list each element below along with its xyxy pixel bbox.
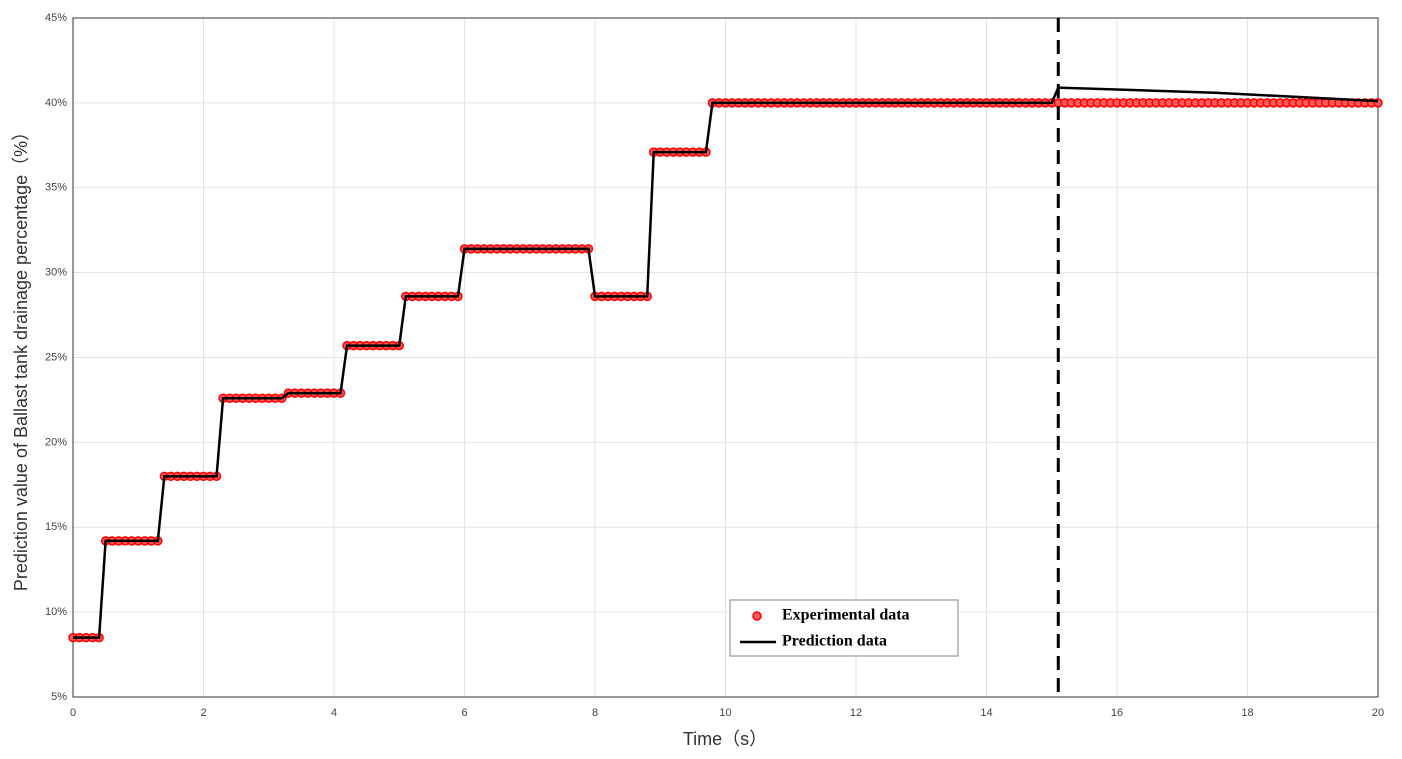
y-tick-label: 5% (51, 691, 67, 703)
legend-box (729, 599, 959, 657)
x-tick-label: 8 (592, 707, 598, 719)
x-tick-label: 0 (70, 707, 76, 719)
legend-label: Experimental data (782, 607, 910, 624)
x-tick-label: 14 (980, 707, 992, 719)
x-axis-label: Time（s） (683, 729, 767, 749)
y-tick-label: 10% (45, 606, 67, 618)
x-tick-label: 2 (200, 707, 206, 719)
y-tick-label: 25% (45, 351, 67, 363)
y-tick-label: 30% (45, 267, 67, 279)
x-tick-label: 18 (1241, 707, 1253, 719)
x-tick-label: 20 (1372, 707, 1384, 719)
legend-marker (752, 611, 762, 621)
y-tick-label: 35% (45, 182, 67, 194)
x-tick-label: 4 (331, 707, 337, 719)
y-tick-label: 15% (45, 521, 67, 533)
x-tick-label: 10 (719, 707, 731, 719)
y-tick-label: 20% (45, 436, 67, 448)
y-tick-label: 40% (45, 97, 67, 109)
y-tick-label: 45% (45, 12, 67, 24)
data-line (73, 86, 1379, 639)
plot-frame (72, 17, 1379, 698)
x-tick-label: 12 (850, 707, 862, 719)
x-tick-label: 16 (1111, 707, 1123, 719)
x-tick-label: 6 (461, 707, 467, 719)
legend-label: Prediction data (782, 633, 887, 650)
y-axis-label: Prediction value of Ballast tank drainag… (11, 123, 31, 591)
